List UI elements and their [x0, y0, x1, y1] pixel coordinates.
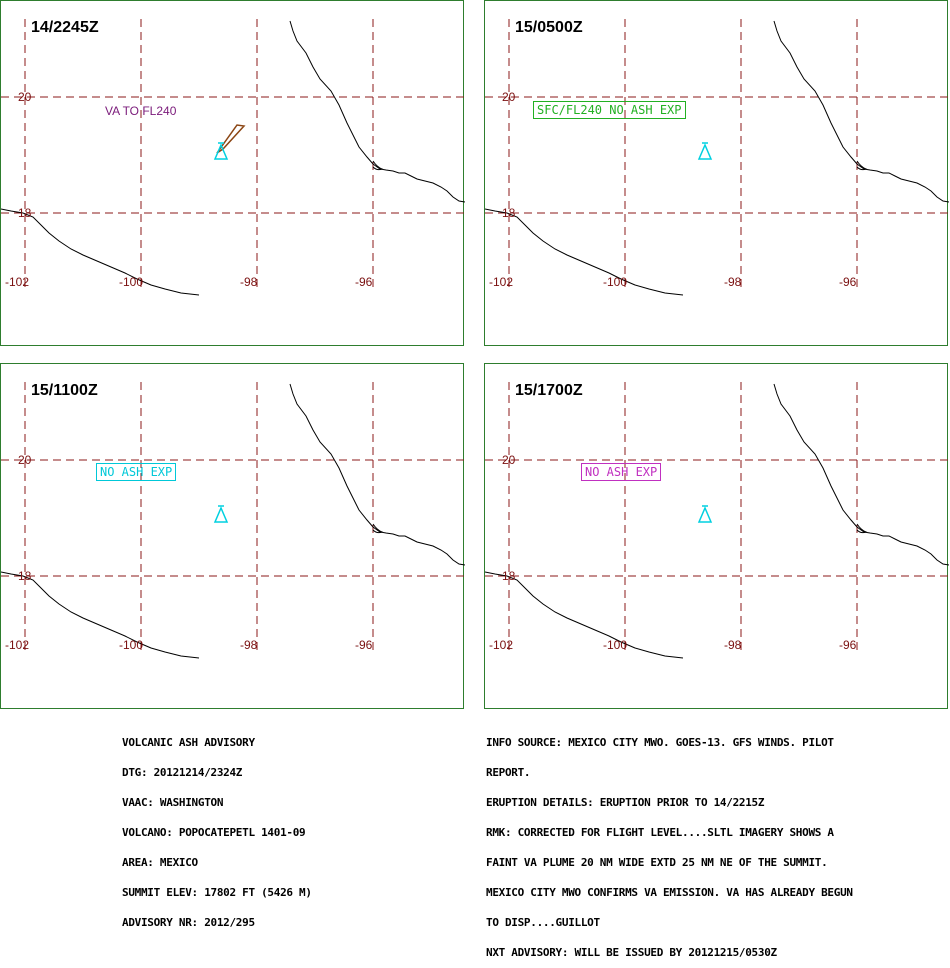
pacific-coastline — [485, 571, 684, 659]
lon-label-98: -98 — [240, 638, 258, 652]
advisory-line: DTG: 20121214/2324Z — [122, 766, 243, 779]
lat-label-18: 18 — [502, 206, 516, 220]
advisory-line: VOLCANIC ASH ADVISORY — [122, 736, 255, 749]
map-panel-2: 15/0500Z 20 18 -102 -100 -98 -96 SFC/FL2… — [484, 0, 949, 346]
lon-label-98: -98 — [240, 275, 258, 289]
map-canvas — [485, 382, 949, 659]
lon-label-100: -100 — [603, 275, 628, 289]
coast-inlet — [372, 160, 384, 171]
advisory-line: NXT ADVISORY: WILL BE ISSUED BY 20121215… — [486, 946, 777, 959]
volcano-icon — [213, 143, 229, 160]
map-canvas — [485, 19, 949, 296]
lat-label-18: 18 — [18, 206, 32, 220]
lon-label-96: -96 — [355, 275, 373, 289]
lat-label-18: 18 — [502, 569, 516, 583]
panel-title: 15/0500Z — [515, 19, 583, 36]
gulf-coastline — [773, 383, 949, 566]
ash-forecast-note: SFC/FL240 NO ASH EXP — [533, 101, 686, 119]
lon-label-100: -100 — [603, 638, 628, 652]
lon-label-102: -102 — [5, 275, 30, 289]
advisory-line: REPORT. — [486, 766, 531, 779]
lat-label-20: 20 — [502, 453, 516, 467]
coast-inlet — [856, 160, 868, 171]
ash-forecast-note: NO ASH EXP — [96, 463, 177, 481]
lat-label-20: 20 — [18, 453, 32, 467]
lon-label-98: -98 — [724, 275, 742, 289]
volcano-icon — [697, 506, 713, 523]
advisory-line: RMK: CORRECTED FOR FLIGHT LEVEL....SLTL … — [486, 826, 834, 839]
pacific-coastline — [1, 208, 200, 296]
advisory-line: ADVISORY NR: 2012/295 — [122, 916, 255, 929]
panel-title: 15/1100Z — [31, 382, 98, 399]
advisory-remarks-block: INFO SOURCE: MEXICO CITY MWO. GOES-13. G… — [486, 718, 853, 968]
advisory-line: SUMMIT ELEV: 17802 FT (5426 M) — [122, 886, 312, 899]
gulf-coastline — [289, 383, 465, 566]
coast-inlet — [856, 523, 868, 534]
lon-label-98: -98 — [724, 638, 742, 652]
lon-label-96: -96 — [355, 638, 373, 652]
panel-title: 14/2245Z — [31, 19, 99, 36]
lon-label-102: -102 — [489, 638, 514, 652]
lat-label-18: 18 — [18, 569, 32, 583]
map-panel-1: 14/2245Z 20 18 -102 -100 -98 -96 VA TO F… — [0, 0, 465, 346]
volcano-icon — [697, 143, 713, 160]
gulf-coastline — [289, 20, 465, 203]
advisory-line: MEXICO CITY MWO CONFIRMS VA EMISSION. VA… — [486, 886, 853, 899]
advisory-line: TO DISP....GUILLOT — [486, 916, 600, 929]
volcano-icon — [213, 506, 229, 523]
lon-label-102: -102 — [5, 638, 30, 652]
lat-label-20: 20 — [18, 90, 32, 104]
ash-plume-outline — [216, 124, 246, 154]
lon-label-100: -100 — [119, 275, 144, 289]
advisory-header-block: VOLCANIC ASH ADVISORY DTG: 20121214/2324… — [122, 718, 312, 938]
advisory-line: ERUPTION DETAILS: ERUPTION PRIOR TO 14/2… — [486, 796, 765, 809]
advisory-line: INFO SOURCE: MEXICO CITY MWO. GOES-13. G… — [486, 736, 834, 749]
lon-label-96: -96 — [839, 638, 857, 652]
map-panel-4: 15/1700Z 20 18 -102 -100 -98 -96 NO ASH … — [484, 363, 949, 709]
pacific-coastline — [1, 571, 200, 659]
lon-label-100: -100 — [119, 638, 144, 652]
advisory-line: AREA: MEXICO — [122, 856, 198, 869]
advisory-line: VAAC: WASHINGTON — [122, 796, 224, 809]
panel-title: 15/1700Z — [515, 382, 583, 399]
lon-label-96: -96 — [839, 275, 857, 289]
map-panel-3: 15/1100Z 20 18 -102 -100 -98 -96 NO ASH … — [0, 363, 465, 709]
ash-forecast-note: NO ASH EXP — [581, 463, 662, 481]
advisory-line: FAINT VA PLUME 20 NM WIDE EXTD 25 NM NE … — [486, 856, 828, 869]
map-canvas — [1, 19, 465, 296]
lon-label-102: -102 — [489, 275, 514, 289]
advisory-line: VOLCANO: POPOCATEPETL 1401-09 — [122, 826, 306, 839]
map-canvas — [1, 382, 465, 659]
ash-forecast-note: VA TO FL240 — [105, 104, 177, 118]
coast-inlet — [372, 523, 384, 534]
pacific-coastline — [485, 208, 684, 296]
lat-label-20: 20 — [502, 90, 516, 104]
gulf-coastline — [773, 20, 949, 203]
